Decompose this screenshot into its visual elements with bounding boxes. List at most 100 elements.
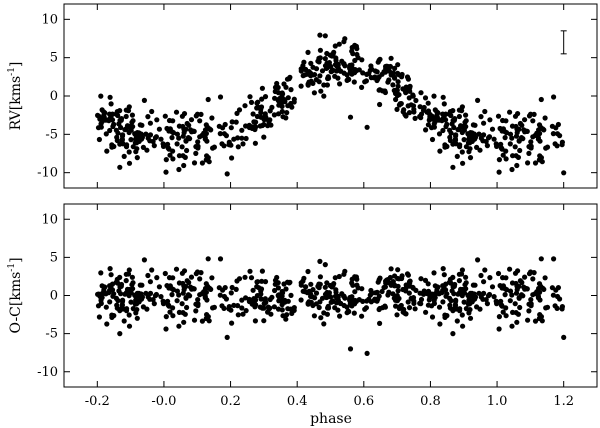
oc-data-point	[387, 274, 393, 281]
rv-data-point	[134, 155, 140, 161]
x-tick-label: 1.2	[553, 394, 574, 409]
oc-data-point	[243, 308, 249, 314]
rv-data-point	[514, 162, 520, 169]
rv-data-point	[259, 85, 265, 91]
rv-data-point	[228, 125, 234, 131]
rv-data-point	[271, 112, 277, 118]
rv-data-point	[431, 124, 437, 130]
oc-data-point	[526, 308, 532, 314]
rv-data-point	[151, 143, 157, 149]
oc-data-point	[99, 283, 105, 289]
rv-data-point	[325, 75, 331, 82]
x-tick-label: 0.4	[287, 394, 308, 409]
rv-data-point	[313, 77, 319, 83]
oc-data-point	[335, 293, 341, 299]
rv-data-point	[267, 117, 273, 123]
rv-data-point	[493, 141, 499, 147]
oc-data-point	[503, 305, 509, 311]
rv-data-point	[199, 160, 205, 166]
oc-data-point	[129, 282, 135, 288]
oc-data-point	[377, 275, 383, 281]
oc-data-point	[193, 301, 199, 307]
rv-data-point	[184, 147, 190, 154]
rv-data-point	[233, 119, 239, 125]
oc-data-point	[121, 318, 127, 324]
oc-data-point	[283, 286, 289, 292]
oc-data-point	[126, 312, 132, 318]
rv-data-point	[436, 131, 443, 137]
rv-data-point	[162, 113, 168, 119]
oc-data-point	[374, 289, 380, 295]
oc-data-point	[316, 304, 322, 311]
oc-data-point	[554, 305, 560, 311]
rv-data-point	[460, 160, 466, 166]
rv-data-point	[186, 122, 192, 128]
oc-data-point	[447, 305, 453, 311]
rv-data-point	[247, 94, 253, 100]
oc-data-point	[454, 318, 460, 324]
rv-data-point	[282, 99, 288, 105]
oc-data-point	[176, 323, 182, 329]
oc-data-point	[250, 287, 256, 293]
oc-data-point	[541, 286, 547, 292]
rv-data-point	[385, 79, 391, 85]
rv-data-point	[181, 162, 187, 169]
oc-data-point	[333, 287, 339, 293]
oc-data-point	[449, 288, 455, 294]
oc-data-point	[154, 275, 160, 281]
oc-data-point	[96, 314, 102, 320]
rv-data-point	[522, 117, 528, 123]
oc-data-point	[181, 319, 187, 325]
rv-data-point	[507, 109, 513, 115]
rv-data-point	[337, 81, 343, 87]
oc-data-point	[249, 299, 255, 305]
oc-data-point	[182, 311, 188, 317]
rv-data-point	[453, 133, 459, 139]
rv-data-point	[130, 144, 136, 150]
rv-data-point	[512, 144, 518, 150]
rv-data-point	[203, 157, 209, 163]
oc-data-point	[385, 292, 391, 298]
oc-data-point	[170, 305, 176, 311]
rv-data-point	[317, 32, 323, 38]
oc-data-point	[453, 306, 459, 312]
rv-data-point	[332, 73, 338, 79]
rv-data-point	[97, 116, 103, 122]
oc-data-point	[163, 326, 169, 332]
rv-data-point	[457, 144, 463, 150]
rv-data-point	[425, 122, 431, 128]
oc-data-point	[223, 296, 229, 302]
rv-data-point	[141, 97, 147, 103]
rv-data-point	[331, 49, 337, 55]
oc-data-point	[217, 256, 224, 262]
rv-data-point	[537, 153, 543, 159]
rv-data-point	[417, 113, 423, 120]
oc-data-point	[156, 284, 162, 290]
rv-data-point	[104, 148, 110, 154]
rv-data-point	[500, 152, 506, 158]
rv-data-point	[477, 147, 483, 153]
rv-data-point	[234, 110, 240, 116]
rv-data-point	[463, 144, 469, 150]
rv-data-point	[262, 94, 269, 100]
rv-data-point	[368, 63, 374, 69]
rv-data-point	[239, 135, 245, 141]
rv-data-point	[176, 153, 182, 159]
rv-data-point	[425, 108, 432, 114]
rv-data-point	[406, 84, 413, 90]
oc-data-point	[477, 306, 483, 312]
rv-data-point	[542, 115, 548, 121]
rv-data-point	[503, 118, 509, 124]
oc-data-point	[395, 288, 401, 294]
oc-data-point	[239, 305, 245, 311]
rv-data-point	[366, 71, 372, 77]
rv-data-point	[223, 133, 229, 139]
oc-data-point	[440, 266, 446, 272]
oc-data-point	[484, 301, 490, 307]
rv-data-point	[440, 127, 446, 134]
oc-data-point	[167, 309, 173, 315]
rv-data-point	[272, 95, 278, 101]
rv-data-point	[502, 135, 508, 141]
rv-data-point	[261, 134, 267, 140]
rv-data-point	[128, 127, 134, 133]
